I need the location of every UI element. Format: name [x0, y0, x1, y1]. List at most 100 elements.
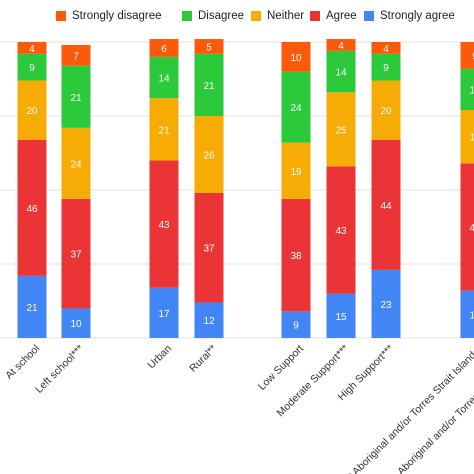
bar-segment — [371, 42, 401, 54]
legend-label-disagree: Disagree — [198, 10, 245, 22]
data-label: 18 — [469, 133, 474, 144]
data-label: 12 — [203, 316, 215, 327]
bar-segment — [194, 116, 224, 193]
bar-segment — [194, 192, 224, 303]
bar-segment — [326, 166, 356, 294]
data-label: 25 — [335, 125, 347, 136]
legend-swatch-strongly-disagree — [56, 11, 66, 21]
data-label: 38 — [290, 251, 302, 262]
bar-segment — [371, 269, 401, 338]
bar-segment — [460, 163, 474, 291]
bar-segment — [460, 290, 474, 338]
bar-segment — [281, 198, 311, 312]
legend-swatch-agree — [310, 11, 320, 21]
data-label: 9 — [383, 63, 389, 74]
bar-segment — [194, 302, 224, 338]
data-label: 21 — [203, 81, 215, 92]
bar-segment — [326, 92, 356, 167]
data-label: 43 — [158, 220, 170, 231]
legend: Strongly disagree Disagree Neither Agree… — [0, 0, 474, 36]
legend-swatch-neither — [251, 11, 261, 21]
bar-segment — [281, 311, 311, 338]
legend-label-neither: Neither — [267, 10, 305, 22]
data-label: 4 — [383, 44, 389, 55]
bar-segment — [61, 198, 91, 309]
bar-segment — [281, 42, 311, 72]
bar-segment — [61, 127, 91, 199]
data-label: 15 — [335, 312, 347, 323]
bar-segment — [149, 39, 179, 57]
bar-segment — [17, 42, 47, 54]
data-label: 19 — [290, 167, 302, 178]
data-label: 14 — [335, 68, 347, 79]
data-label: 26 — [203, 150, 215, 161]
data-label: 10 — [70, 319, 82, 330]
data-label: 7 — [73, 51, 79, 62]
bar-segment — [281, 142, 311, 199]
bar-segment — [17, 139, 47, 276]
bar-segment — [371, 139, 401, 270]
data-label: 21 — [70, 93, 82, 104]
data-label: 21 — [158, 125, 170, 136]
data-label: 46 — [26, 204, 38, 215]
data-label: 20 — [380, 106, 392, 117]
data-label: 9 — [293, 321, 299, 332]
data-label: 43 — [335, 226, 347, 237]
legend-label-strongly-disagree: Strongly disagree — [72, 10, 162, 22]
category-label: At school — [3, 343, 42, 382]
data-label: 20 — [26, 106, 38, 117]
bar-segment — [371, 80, 401, 140]
data-label: 43 — [469, 223, 474, 234]
data-label: 14 — [469, 85, 474, 96]
bar-segment — [194, 53, 224, 116]
category-label: Not Aboriginal and/or Torres Strait Isla… — [337, 342, 474, 474]
legend-item-agree: Agree — [310, 10, 357, 22]
bar-segment — [371, 53, 401, 81]
data-label: 17 — [158, 309, 170, 320]
data-label: 44 — [380, 201, 392, 212]
legend-swatch-disagree — [182, 11, 192, 21]
legend-label-strongly-agree: Strongly agree — [380, 10, 455, 22]
legend-label-agree: Agree — [326, 10, 357, 22]
data-label: 4 — [29, 44, 35, 55]
bar-segment — [326, 293, 356, 338]
bar-segment — [149, 160, 179, 288]
bar-segment — [326, 39, 356, 51]
data-label: 10 — [290, 53, 302, 64]
data-label: 23 — [380, 300, 392, 311]
bar-segment — [61, 308, 91, 338]
data-label: 4 — [338, 41, 344, 52]
category-label: Rural** — [187, 343, 219, 375]
legend-item-strongly-disagree: Strongly disagree — [56, 10, 162, 22]
data-label: 37 — [70, 250, 82, 261]
data-label: 24 — [70, 159, 82, 170]
legend-item-strongly-agree: Strongly agree — [364, 10, 455, 22]
data-label: 24 — [290, 103, 302, 114]
bar-segment — [194, 39, 224, 54]
legend-item-disagree: Disagree — [182, 10, 244, 22]
bar-segment — [17, 80, 47, 140]
bar-segment — [326, 50, 356, 93]
legend-item-neither: Neither — [251, 10, 304, 22]
bar-segment — [17, 275, 47, 338]
category-label: Urban — [145, 343, 174, 372]
bar-segment — [61, 44, 91, 66]
data-label: 14 — [158, 74, 170, 85]
bar-segment — [460, 68, 474, 111]
bar-segment — [149, 98, 179, 161]
bar-segment — [460, 42, 474, 69]
bar-segment — [149, 56, 179, 99]
bar-segment — [61, 65, 91, 128]
data-label: 21 — [26, 303, 38, 314]
data-label: 16 — [469, 310, 474, 321]
bar-segment — [281, 71, 311, 143]
data-label: 6 — [161, 44, 167, 55]
bar-segment — [460, 110, 474, 164]
bar-segment — [149, 287, 179, 338]
data-label: 9 — [472, 51, 474, 62]
data-label: 5 — [206, 42, 212, 53]
data-label: 37 — [203, 244, 215, 255]
bar-segment — [17, 53, 47, 81]
legend-swatch-strongly-agree — [364, 11, 374, 21]
